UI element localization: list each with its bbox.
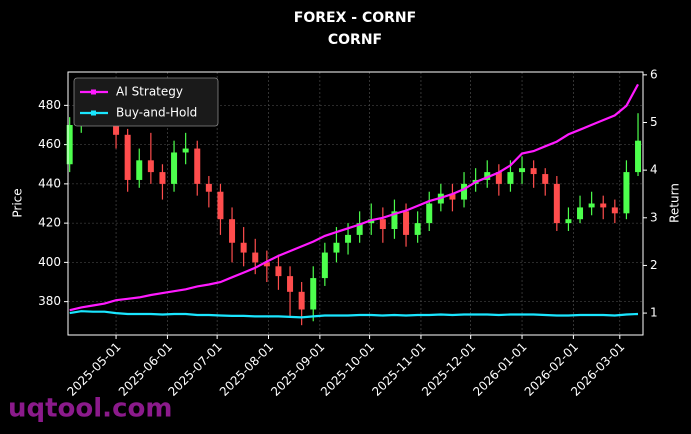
y2-tick-label: 2 bbox=[650, 258, 658, 272]
y-tick-label: 400 bbox=[38, 255, 61, 269]
y2-tick-label: 1 bbox=[650, 306, 658, 320]
candle-body bbox=[333, 242, 340, 253]
candle-body bbox=[217, 191, 224, 220]
plot-frame bbox=[67, 71, 644, 336]
candle-body bbox=[275, 266, 282, 277]
candle-body bbox=[252, 252, 259, 263]
legend-label: AI Strategy bbox=[116, 85, 183, 99]
candle-body bbox=[519, 168, 526, 173]
y2-axis-label: Return bbox=[668, 183, 682, 223]
y2-tick-label: 4 bbox=[650, 163, 658, 177]
candle-body bbox=[263, 262, 270, 267]
candle-body bbox=[194, 148, 201, 184]
candle-body bbox=[507, 172, 514, 184]
candle-body bbox=[182, 148, 189, 153]
candle-body bbox=[205, 183, 212, 192]
candle-body bbox=[229, 219, 236, 243]
chart-title: FOREX - CORNF bbox=[294, 10, 416, 26]
candle-body bbox=[414, 223, 421, 235]
candle-body bbox=[298, 291, 305, 310]
candle-body bbox=[345, 234, 352, 243]
candle-body bbox=[449, 193, 456, 200]
legend-marker bbox=[91, 110, 96, 116]
legend-marker bbox=[91, 89, 96, 95]
candle-body bbox=[310, 278, 317, 310]
candle-body bbox=[623, 172, 630, 214]
y-tick-label: 460 bbox=[38, 137, 61, 151]
y-tick-label: 420 bbox=[38, 216, 61, 230]
candle-body bbox=[635, 140, 642, 173]
candle-body bbox=[495, 172, 502, 184]
candle-body bbox=[565, 219, 572, 224]
candle-body bbox=[600, 203, 607, 208]
legend-label: Buy-and-Hold bbox=[116, 106, 197, 120]
candle-body bbox=[577, 207, 584, 220]
candle-body bbox=[159, 172, 166, 184]
candle-body bbox=[553, 183, 560, 224]
candle-body bbox=[542, 174, 549, 184]
series-line bbox=[69, 310, 639, 319]
watermark: uqtool.com bbox=[8, 394, 172, 424]
candle-body bbox=[391, 211, 398, 230]
y2-tick-label: 6 bbox=[650, 67, 658, 81]
candle-body bbox=[484, 172, 491, 180]
candle-body bbox=[530, 168, 537, 175]
y-tick-label: 380 bbox=[38, 294, 61, 308]
candle-body bbox=[588, 203, 595, 208]
candle-body bbox=[356, 223, 363, 235]
candle-body bbox=[461, 183, 468, 200]
chart-subtitle: CORNF bbox=[328, 32, 382, 48]
y-axis-label: Price bbox=[11, 188, 25, 217]
candle-body bbox=[426, 203, 433, 224]
candle-body bbox=[287, 276, 294, 292]
candle-body bbox=[171, 152, 178, 184]
candle-body bbox=[240, 242, 247, 253]
candle-body bbox=[147, 160, 154, 173]
candle-body bbox=[66, 124, 73, 165]
candle-body bbox=[136, 160, 143, 180]
y-tick-label: 480 bbox=[38, 98, 61, 112]
y2-tick-label: 3 bbox=[650, 210, 658, 224]
y-tick-label: 440 bbox=[38, 176, 61, 190]
candle-body bbox=[124, 134, 131, 180]
candle-body bbox=[611, 207, 618, 214]
candle-body bbox=[379, 219, 386, 230]
series-line bbox=[69, 83, 639, 312]
candle-body bbox=[403, 211, 410, 235]
candle-body bbox=[321, 252, 328, 279]
legend-box bbox=[73, 77, 219, 127]
y2-tick-label: 5 bbox=[650, 115, 658, 129]
